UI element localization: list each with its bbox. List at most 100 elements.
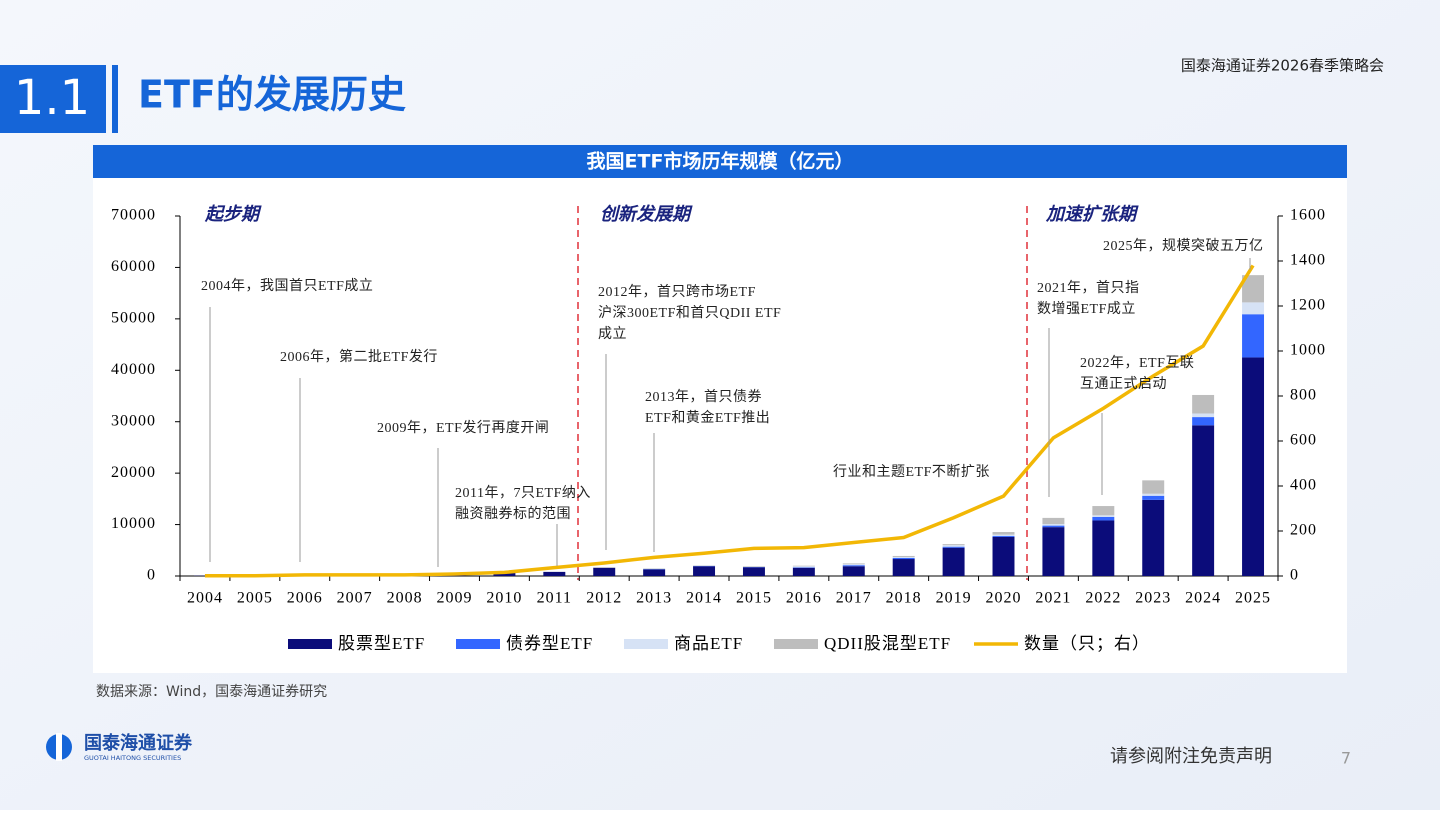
y2-tick-label: 1600 — [1290, 207, 1326, 224]
bar-segment — [1042, 526, 1064, 528]
x-tick-label: 2016 — [786, 590, 822, 607]
bar-segment — [1092, 520, 1114, 576]
legend-label: 股票型ETF — [338, 634, 425, 653]
x-tick-label: 2023 — [1135, 590, 1171, 607]
bar-segment — [1242, 357, 1264, 576]
bar-segment — [893, 559, 915, 576]
bar-segment — [993, 532, 1015, 535]
bar-segment — [1192, 413, 1214, 417]
annotation: 2006年，第二批ETF发行 — [280, 348, 438, 365]
bar-segment — [843, 563, 865, 564]
y-tick-label: 50000 — [111, 310, 156, 327]
y2-tick-label: 0 — [1290, 567, 1299, 584]
bar-segment — [993, 535, 1015, 536]
x-tick-label: 2017 — [836, 590, 872, 607]
x-tick-label: 2013 — [636, 590, 672, 607]
y-tick-label: 60000 — [111, 258, 156, 275]
bar-segment — [1142, 500, 1164, 576]
bar-segment — [543, 572, 565, 576]
x-tick-label: 2025 — [1235, 590, 1271, 607]
annotation: 行业和主题ETF不断扩张 — [833, 464, 990, 480]
period-label: 起步期 — [204, 204, 262, 224]
annotation: 互通正式启动 — [1080, 376, 1167, 392]
legend-label: 数量（只；右） — [1024, 634, 1150, 653]
annotation: 沪深300ETF和首只QDII ETF — [598, 305, 781, 321]
bar-segment — [1092, 506, 1114, 515]
y2-tick-label: 1400 — [1290, 252, 1326, 269]
x-tick-label: 2019 — [936, 590, 972, 607]
bar-segment — [1192, 417, 1214, 425]
bar-segment — [793, 568, 815, 576]
x-tick-label: 2008 — [387, 590, 423, 607]
bar-segment — [793, 566, 815, 567]
logo-text: 国泰海通证券 — [84, 732, 193, 754]
annotation: 2012年，首只跨市场ETF — [598, 283, 756, 300]
x-tick-label: 2011 — [537, 590, 572, 607]
bar-segment — [1142, 496, 1164, 500]
bar-segment — [1042, 527, 1064, 576]
x-tick-label: 2022 — [1085, 590, 1121, 607]
bar-segment — [593, 568, 615, 576]
bar-segment — [943, 545, 965, 547]
annotation: 数增强ETF成立 — [1037, 301, 1136, 317]
x-tick-label: 2010 — [486, 590, 522, 607]
legend-swatch — [624, 639, 668, 649]
x-tick-label: 2012 — [586, 590, 622, 607]
x-tick-label: 2007 — [337, 590, 373, 607]
annotation: 2025年，规模突破五万亿 — [1103, 238, 1264, 254]
legend-label: QDII股混型ETF — [824, 634, 951, 653]
period-label: 加速扩张期 — [1045, 204, 1139, 224]
x-tick-label: 2004 — [187, 590, 223, 607]
event-name: 国泰海通证券2026春季策略会 — [1181, 57, 1384, 75]
x-tick-label: 2009 — [437, 590, 473, 607]
bar-segment — [843, 564, 865, 565]
y2-tick-label: 1200 — [1290, 297, 1326, 314]
legend-swatch — [774, 639, 818, 649]
bar-segment — [793, 566, 815, 567]
bar-segment — [1092, 515, 1114, 517]
disclaimer: 请参阅附注免责声明 — [1110, 746, 1272, 767]
legend-swatch — [456, 639, 500, 649]
x-tick-label: 2021 — [1035, 590, 1071, 607]
page-number: 7 — [1341, 749, 1351, 768]
chart-title: 我国ETF市场历年规模（亿元） — [587, 150, 854, 173]
y-tick-label: 0 — [147, 567, 156, 584]
bar-segment — [1192, 425, 1214, 576]
bar-segment — [1242, 314, 1264, 357]
annotation: 2022年，ETF互联 — [1080, 355, 1194, 371]
y2-tick-label: 600 — [1290, 432, 1317, 449]
y2-tick-label: 400 — [1290, 477, 1317, 494]
bar-segment — [793, 567, 815, 568]
bar-segment — [643, 569, 665, 570]
y-tick-label: 20000 — [111, 464, 156, 481]
bar-segment — [743, 566, 765, 567]
y2-tick-label: 1000 — [1290, 342, 1326, 359]
annotation: ETF和黄金ETF推出 — [645, 409, 770, 426]
bar-segment — [993, 536, 1015, 537]
legend-label: 债券型ETF — [506, 634, 593, 653]
annotation: 成立 — [598, 326, 627, 342]
bar-segment — [693, 566, 715, 576]
x-tick-label: 2005 — [237, 590, 273, 607]
section-bar — [112, 65, 118, 133]
y-tick-label: 10000 — [111, 515, 156, 532]
bar-segment — [943, 547, 965, 548]
bar-segment — [843, 566, 865, 576]
logo-mark — [56, 733, 62, 761]
source-note: 数据来源：Wind，国泰海通证券研究 — [96, 684, 327, 700]
bar-segment — [943, 544, 965, 545]
bar-segment — [643, 569, 665, 576]
bar-segment — [1192, 395, 1214, 414]
bar-segment — [593, 567, 615, 568]
bar-segment — [993, 537, 1015, 576]
legend-swatch — [288, 639, 332, 649]
y2-tick-label: 800 — [1290, 387, 1317, 404]
bar-segment — [893, 556, 915, 557]
annotation: 融资融券标的范围 — [455, 505, 571, 522]
x-tick-label: 2006 — [287, 590, 323, 607]
x-tick-label: 2015 — [736, 590, 772, 607]
annotation: 2021年，首只指 — [1037, 280, 1140, 296]
y-tick-label: 30000 — [111, 412, 156, 429]
bar-segment — [1042, 518, 1064, 524]
